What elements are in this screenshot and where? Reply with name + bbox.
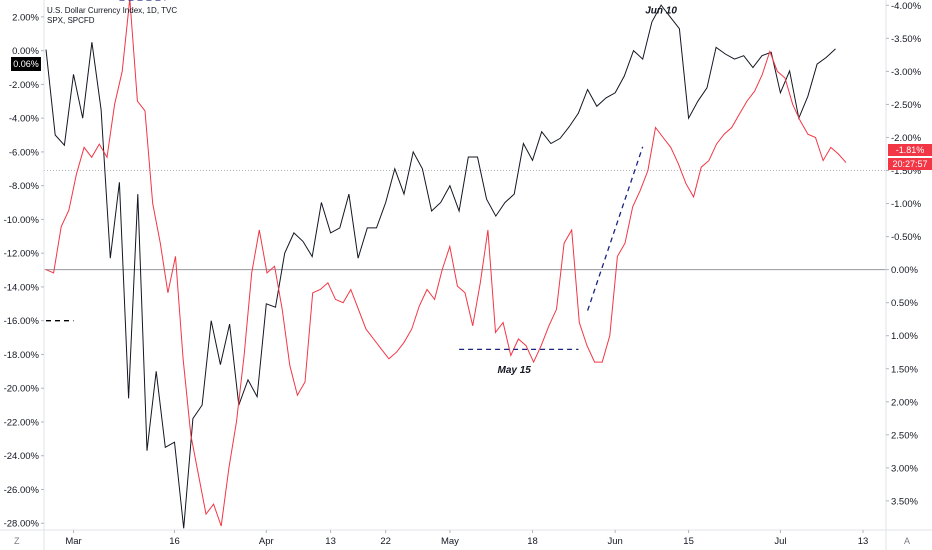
left-tick-label: -16.00% <box>4 316 40 327</box>
right-tick-label: 2.50% <box>891 430 918 441</box>
time-tick-label: Mar <box>65 536 81 547</box>
time-tick-label: Apr <box>259 536 274 547</box>
left-tick-label: -22.00% <box>4 417 40 428</box>
time-tick-label: 13 <box>858 536 869 547</box>
last-value-tag-left: 0.06% <box>11 57 41 71</box>
time-tick-label: 16 <box>169 536 180 547</box>
right-tick-label: -3.00% <box>891 67 922 78</box>
right-tick-label: 2.00% <box>891 397 918 408</box>
right-tick-label: 0.50% <box>891 298 918 309</box>
right-tick-label: -2.00% <box>891 133 922 144</box>
left-tick-label: -20.00% <box>4 384 40 395</box>
left-tick-label: -14.00% <box>4 282 40 293</box>
right-tick-label: 0.00% <box>891 265 918 276</box>
left-tick-label: 0.00% <box>12 46 39 57</box>
time-tick-label: 18 <box>527 536 538 547</box>
left-tick-label: -24.00% <box>4 451 40 462</box>
left-tick-label: -8.00% <box>9 181 40 192</box>
right-tick-label: -4.00% <box>891 1 922 12</box>
time-tick-label: 13 <box>325 536 336 547</box>
left-tick-label: -18.00% <box>4 350 40 361</box>
series-layer <box>45 0 847 529</box>
right-tick-label: -3.50% <box>891 34 922 45</box>
right-tick-label: -1.00% <box>891 199 922 210</box>
left-tick-label: 2.00% <box>12 12 39 23</box>
right-tick-label: -0.50% <box>891 232 922 243</box>
left-tick-label: -10.00% <box>4 215 40 226</box>
auto-scale-button[interactable]: A <box>904 536 911 546</box>
dashed-trendline <box>587 146 644 311</box>
right-tick-label: -1.50% <box>891 166 922 177</box>
left-tick-label: -28.00% <box>4 519 40 530</box>
time-tick-label: Jun <box>607 536 622 547</box>
last-value-tag-red: -1.81% <box>888 144 932 156</box>
right-tick-label: 1.50% <box>891 364 918 375</box>
date-annotation: May 15 <box>498 365 532 376</box>
right-tick-label: 3.00% <box>891 463 918 474</box>
annotation-layer: Jun 10 May 15 <box>46 0 677 376</box>
date-annotation: Jun 10 <box>645 6 677 17</box>
grid-layer <box>44 169 886 271</box>
right-tick-label: 1.00% <box>891 331 918 342</box>
zoom-corner-button[interactable]: Z <box>14 536 20 546</box>
right-tick-label: 3.50% <box>891 496 918 507</box>
left-tick-label: -26.00% <box>4 485 40 496</box>
dxy-series-line <box>45 4 836 529</box>
chart-title-line1: U.S. Dollar Currency Index, 1D, TVC <box>47 6 178 15</box>
left-tick-label: -6.00% <box>9 147 40 158</box>
countdown-tag: 20:27:57 <box>888 158 932 170</box>
time-tick-label: Jul <box>774 536 786 547</box>
spx-series-line <box>45 0 847 527</box>
time-tick-label: 15 <box>683 536 694 547</box>
left-tick-label: -2.00% <box>9 80 40 91</box>
chart-title-line2: SPX, SPCFD <box>47 16 95 25</box>
left-tick-label: -4.00% <box>9 114 40 125</box>
time-tick-label: 22 <box>380 536 391 547</box>
right-tick-label: -2.50% <box>891 100 922 111</box>
left-tick-label: -12.00% <box>4 249 40 260</box>
time-tick-label: May <box>441 536 459 547</box>
